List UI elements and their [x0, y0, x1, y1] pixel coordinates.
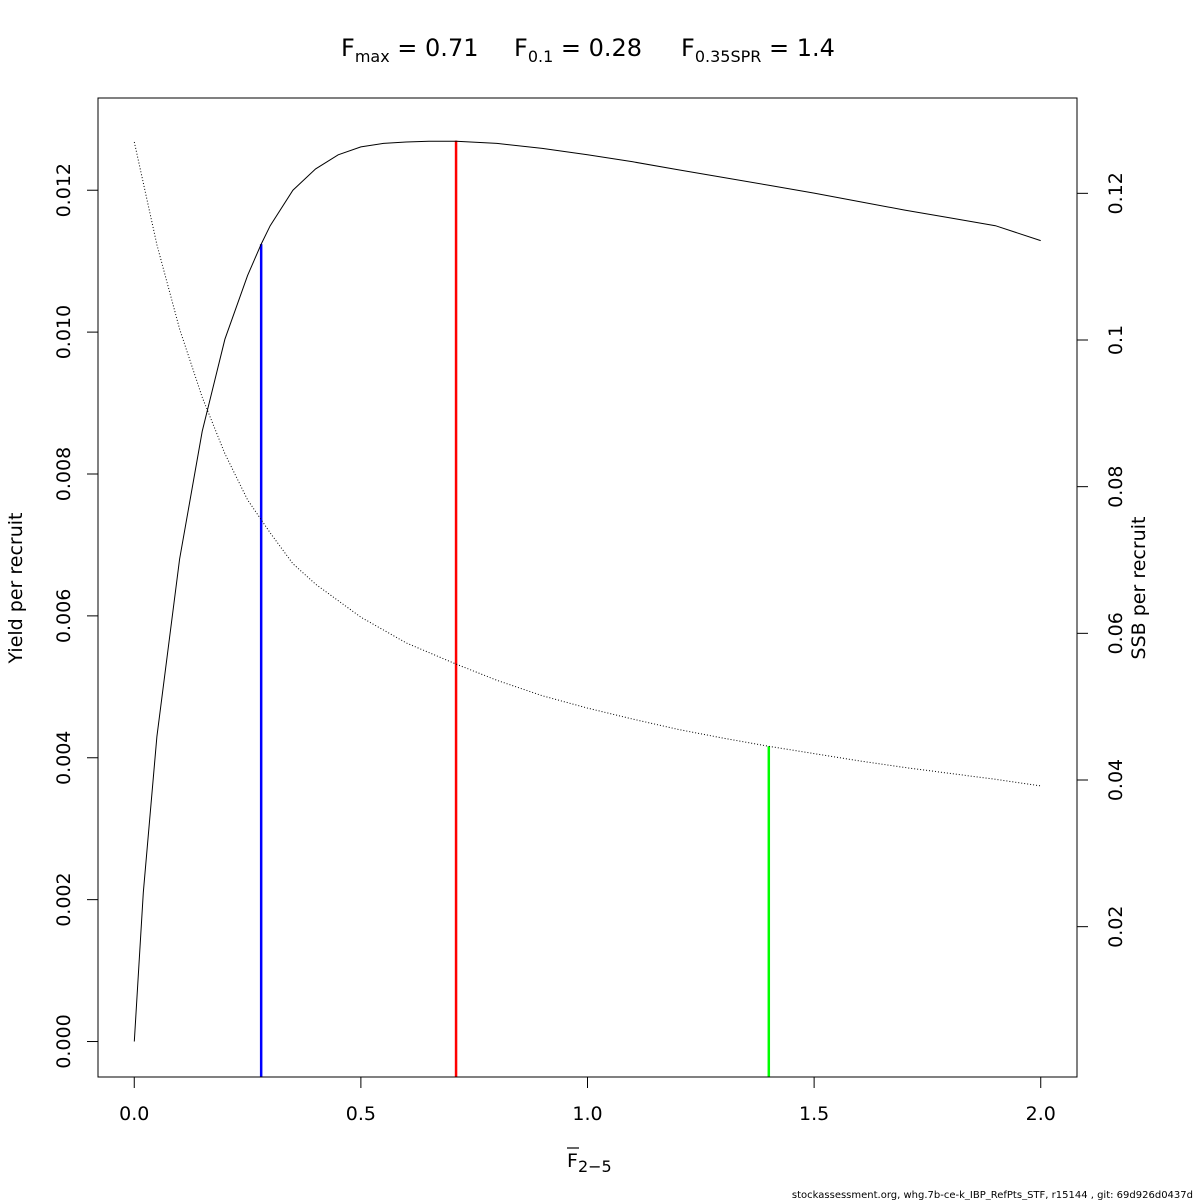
x-label-main: F: [567, 1150, 578, 1172]
chart-title: Fmax = 0.71 F0.1 = 0.28 F0.35SPR = 1.4: [341, 34, 835, 66]
reference-lines: [259, 140, 771, 1077]
y-tick-label: 0.008: [53, 447, 75, 501]
y-tick-label: 0.002: [53, 872, 75, 926]
x-tick-label: 0.0: [119, 1103, 149, 1125]
title-f035spr: F0.35SPR = 1.4: [681, 34, 835, 66]
y-axis-left: 0.000 0.002 0.004 0.006 0.008 0.010 0.012: [53, 163, 99, 1069]
y-tick-label: 0.006: [53, 589, 75, 643]
x-tick-label: 0.5: [346, 1103, 376, 1125]
yield-per-recruit-line: [133, 140, 1041, 1042]
y-axis-right: 0.02 0.04 0.06 0.08 0.1 0.12: [1076, 172, 1127, 948]
y2-tick-label: 0.1: [1105, 325, 1127, 355]
x-tick-label: 1.0: [572, 1103, 602, 1125]
y-tick-label: 0.010: [53, 305, 75, 359]
plot-frame: [97, 97, 1078, 1078]
x-tick-label: 2.0: [1026, 1103, 1056, 1125]
title-fmax: Fmax = 0.71: [341, 34, 478, 66]
y2-tick-label: 0.02: [1105, 906, 1127, 948]
svg-text:F2−5: F2−5: [567, 1150, 612, 1176]
x-label-sub: 2−5: [578, 1157, 612, 1176]
x-tick-label: 1.5: [799, 1103, 829, 1125]
y-axis-label: Yield per recruit: [5, 513, 27, 665]
x-axis-label: F2−5: [567, 1147, 612, 1176]
ssb-per-recruit-line: [133, 141, 1041, 787]
footer-credit: stockassessment.org, whg.7b-ce-k_IBP_Ref…: [792, 1190, 1193, 1200]
y2-tick-label: 0.04: [1105, 759, 1127, 801]
y-tick-label: 0.000: [53, 1014, 75, 1068]
y-tick-label: 0.004: [53, 731, 75, 785]
y2-tick-label: 0.06: [1105, 612, 1127, 654]
y2-tick-label: 0.12: [1105, 172, 1127, 214]
x-axis: 0.0 0.5 1.0 1.5 2.0: [119, 1076, 1056, 1125]
y-tick-label: 0.012: [53, 163, 75, 217]
title-f01: F0.1 = 0.28: [514, 34, 642, 66]
y2-axis-label: SSB per recruit: [1128, 517, 1150, 660]
y2-tick-label: 0.08: [1105, 466, 1127, 508]
series-layer: [133, 140, 1041, 1042]
